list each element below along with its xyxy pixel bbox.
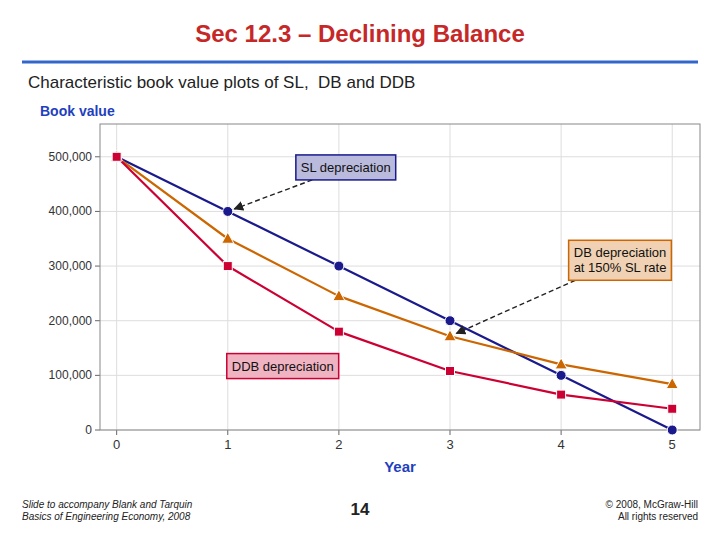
series-line xyxy=(117,157,673,384)
label-box xyxy=(227,354,339,379)
text-line: DB depreciation xyxy=(574,245,667,260)
point xyxy=(556,370,566,380)
text-line: at 150% SL rate xyxy=(574,260,667,275)
tick-mark xyxy=(338,430,339,435)
tick-mark xyxy=(561,430,562,435)
grid-line xyxy=(100,375,700,376)
grid-line xyxy=(116,124,117,430)
series xyxy=(111,150,679,388)
series xyxy=(112,152,678,435)
series-label: SL depreciation xyxy=(234,155,395,209)
point xyxy=(223,262,232,271)
tick-mark xyxy=(95,320,100,321)
point xyxy=(333,290,345,301)
point xyxy=(112,152,122,162)
label-arrow xyxy=(456,280,575,333)
point xyxy=(557,390,566,399)
tick-label: 300,000 xyxy=(49,259,93,273)
text-line: All rights reserved xyxy=(618,511,698,522)
point xyxy=(667,425,677,435)
point xyxy=(444,330,456,341)
series-line xyxy=(117,157,673,430)
text-line: Slide to accompany Blank and Tarquin xyxy=(22,499,193,510)
tick-label: 400,000 xyxy=(49,204,93,218)
footer-text: Slide to accompany Blank and TarquinBasi… xyxy=(22,499,193,522)
tick-label: 3 xyxy=(446,437,453,452)
point xyxy=(446,366,455,375)
y-axis-label: Book value xyxy=(40,103,115,119)
series-label: DDB depreciation xyxy=(227,354,339,379)
text-line: DDB depreciation xyxy=(232,359,334,374)
label-box xyxy=(569,240,672,280)
footer: Slide to accompany Blank and TarquinBasi… xyxy=(22,499,698,522)
series-name: DB depreciationat 150% SL rate xyxy=(574,245,667,275)
point xyxy=(112,152,121,161)
text-line: © 2008, McGraw-Hill xyxy=(606,499,698,510)
grid-line xyxy=(450,124,451,430)
tick-label: 0 xyxy=(85,423,92,437)
label-arrow xyxy=(234,180,312,209)
tick-mark xyxy=(116,430,117,435)
tick-mark xyxy=(95,430,100,431)
text-line: Basics of Engineering Economy, 2008 xyxy=(22,511,191,522)
tick-mark xyxy=(95,211,100,212)
point xyxy=(666,378,678,389)
point xyxy=(111,150,123,161)
tick-label: 100,000 xyxy=(49,368,93,382)
tick-mark xyxy=(95,266,100,267)
tick-label: 5 xyxy=(669,437,676,452)
tick-label: 1 xyxy=(224,437,231,452)
axes: 0 100,000 200,000 300,000 400,000 500,000 0 1 2 3… xyxy=(49,124,700,452)
tick-mark xyxy=(450,430,451,435)
series-name: DDB depreciation xyxy=(232,359,334,374)
point xyxy=(334,327,343,336)
text-line: 14 xyxy=(351,500,370,519)
point xyxy=(668,404,677,413)
title-rule xyxy=(22,61,698,64)
tick-mark xyxy=(95,375,100,376)
x-axis-label: Year xyxy=(384,458,416,475)
footer-text: © 2008, McGraw-HillAll rights reserved xyxy=(606,499,698,522)
point xyxy=(445,316,455,326)
grid xyxy=(100,124,700,430)
text-line: SL depreciation xyxy=(301,160,391,175)
series-label: DB depreciationat 150% SL rate xyxy=(456,240,671,333)
series xyxy=(112,152,677,413)
tick-label: 500,000 xyxy=(49,150,93,164)
series-labels: SL depreciation DB depreciationat 150% SL… xyxy=(227,155,672,379)
chart: Sec 12.3 – Declining Balance Characterist… xyxy=(0,0,720,540)
series-name: SL depreciation xyxy=(301,160,391,175)
grid-line xyxy=(227,124,228,430)
point xyxy=(223,206,233,216)
point xyxy=(222,232,234,243)
point xyxy=(334,261,344,271)
label-box xyxy=(296,155,396,180)
tick-label: 200,000 xyxy=(49,314,93,328)
series-line xyxy=(117,157,673,409)
point xyxy=(555,358,567,369)
footer-text: 14 xyxy=(351,500,370,519)
plot-data xyxy=(111,150,679,435)
tick-mark xyxy=(95,156,100,157)
plot-frame xyxy=(100,124,700,430)
tick-mark xyxy=(227,430,228,435)
subtitle: Characteristic book value plots of SL, D… xyxy=(28,73,415,92)
grid-line xyxy=(100,156,700,157)
tick-label: 0 xyxy=(113,437,120,452)
tick-label: 4 xyxy=(557,437,564,452)
tick-label: 2 xyxy=(335,437,342,452)
grid-line xyxy=(100,320,700,321)
grid-line xyxy=(561,124,562,430)
title: Sec 12.3 – Declining Balance xyxy=(195,20,525,47)
